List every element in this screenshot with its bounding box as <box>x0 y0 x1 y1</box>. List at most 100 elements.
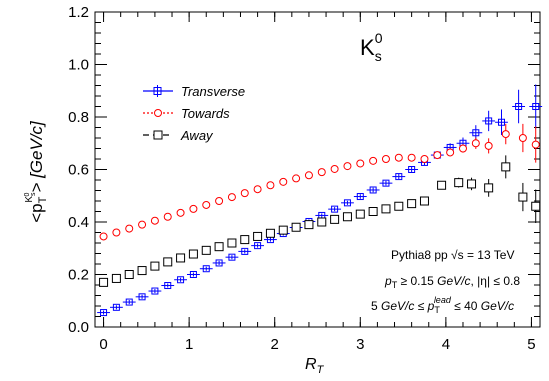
y-tick-label: 1.2 <box>68 4 89 21</box>
y-tick-label: 0.0 <box>68 319 89 336</box>
data-point <box>240 235 250 245</box>
marker-cross <box>241 247 249 255</box>
data-point <box>353 193 367 201</box>
data-point <box>304 171 313 180</box>
marker-cross <box>395 173 403 181</box>
marker-cross <box>215 259 223 267</box>
marker-square <box>330 214 340 224</box>
x-axis-title: RT <box>305 356 325 376</box>
data-point <box>356 159 365 168</box>
data-point <box>186 271 200 278</box>
data-point <box>135 293 149 301</box>
data-point <box>341 199 354 207</box>
marker-circle <box>501 130 510 139</box>
x-tick-label: 4 <box>442 336 450 353</box>
marker-circle <box>215 197 224 205</box>
data-point <box>518 182 528 212</box>
marker-square <box>99 277 109 287</box>
marker-square <box>454 178 464 188</box>
marker-cross <box>497 118 505 126</box>
marker-square <box>150 261 160 271</box>
marker-circle <box>99 232 108 241</box>
marker-square <box>501 162 511 172</box>
marker-circle <box>253 185 262 194</box>
marker-square <box>124 270 134 279</box>
legend: Transverse Towards Away <box>143 84 245 143</box>
marker-circle <box>112 228 121 237</box>
marker-circle <box>138 220 147 229</box>
marker-circle <box>317 168 326 177</box>
marker-circle <box>330 164 339 173</box>
data-point <box>111 273 121 283</box>
data-point <box>433 151 442 160</box>
data-point <box>381 155 390 163</box>
data-point <box>512 89 526 124</box>
chart-title: Ks 0 <box>360 30 383 64</box>
data-point <box>125 224 134 233</box>
series-towards <box>99 123 540 241</box>
data-point <box>469 125 483 141</box>
data-point <box>112 228 121 237</box>
annotation-lead-pt-range: 5 GeV/c ≤ pTlead ≤ 40 GeV/c <box>371 295 514 315</box>
data-point <box>99 232 108 241</box>
data-point <box>330 214 340 224</box>
data-point <box>138 220 147 229</box>
marker-cross <box>202 265 210 273</box>
data-point <box>176 253 186 263</box>
marker-circle <box>407 153 416 162</box>
marker-circle <box>266 181 275 190</box>
marker-circle <box>381 155 390 163</box>
data-point <box>215 197 224 205</box>
data-point <box>122 298 136 306</box>
data-point <box>366 186 380 194</box>
data-point <box>227 193 236 202</box>
data-point <box>369 156 378 165</box>
marker-cross <box>151 287 159 295</box>
data-point <box>199 265 213 273</box>
data-point <box>394 201 404 211</box>
data-point <box>394 153 403 162</box>
y-tick-label: 0.8 <box>68 109 89 126</box>
data-point <box>253 185 262 194</box>
marker-cross <box>382 179 390 187</box>
marker-square <box>227 238 237 248</box>
marker-circle <box>356 159 365 168</box>
data-point <box>446 148 455 157</box>
marker-circle <box>292 174 301 183</box>
data-point <box>189 204 198 213</box>
data-point <box>355 209 365 219</box>
y-tick-label: 0.2 <box>68 267 89 284</box>
marker-circle <box>471 139 480 148</box>
data-point <box>161 282 175 290</box>
marker-circle <box>150 216 159 225</box>
data-point <box>330 164 339 173</box>
marker-cross <box>532 103 540 110</box>
marker-square <box>278 225 288 235</box>
marker-square <box>484 183 494 193</box>
data-point <box>97 309 110 317</box>
marker-square <box>214 242 224 252</box>
data-point <box>420 155 429 163</box>
marker-circle <box>163 212 172 221</box>
marker-square <box>368 207 378 216</box>
marker-square <box>355 209 365 219</box>
marker-circle <box>189 204 198 213</box>
data-point <box>240 189 249 198</box>
legend-label: Away <box>180 128 214 143</box>
data-point <box>531 189 541 223</box>
title-subscript: s <box>375 48 382 64</box>
data-point <box>176 208 185 217</box>
data-point <box>265 228 275 238</box>
marker-cross <box>515 103 523 110</box>
data-point <box>291 222 301 232</box>
legend-entry-away: Away <box>143 128 214 143</box>
data-point <box>202 200 211 209</box>
marker-cross <box>138 293 146 301</box>
marker-circle <box>176 208 185 217</box>
marker-square <box>437 180 447 190</box>
data-point <box>379 179 393 187</box>
data-point <box>529 84 543 129</box>
data-point <box>214 242 224 252</box>
axis-tick-labels: 0 1 2 3 4 5 0.0 0.2 0.4 0.6 0.8 1.0 1.2 <box>68 4 535 353</box>
